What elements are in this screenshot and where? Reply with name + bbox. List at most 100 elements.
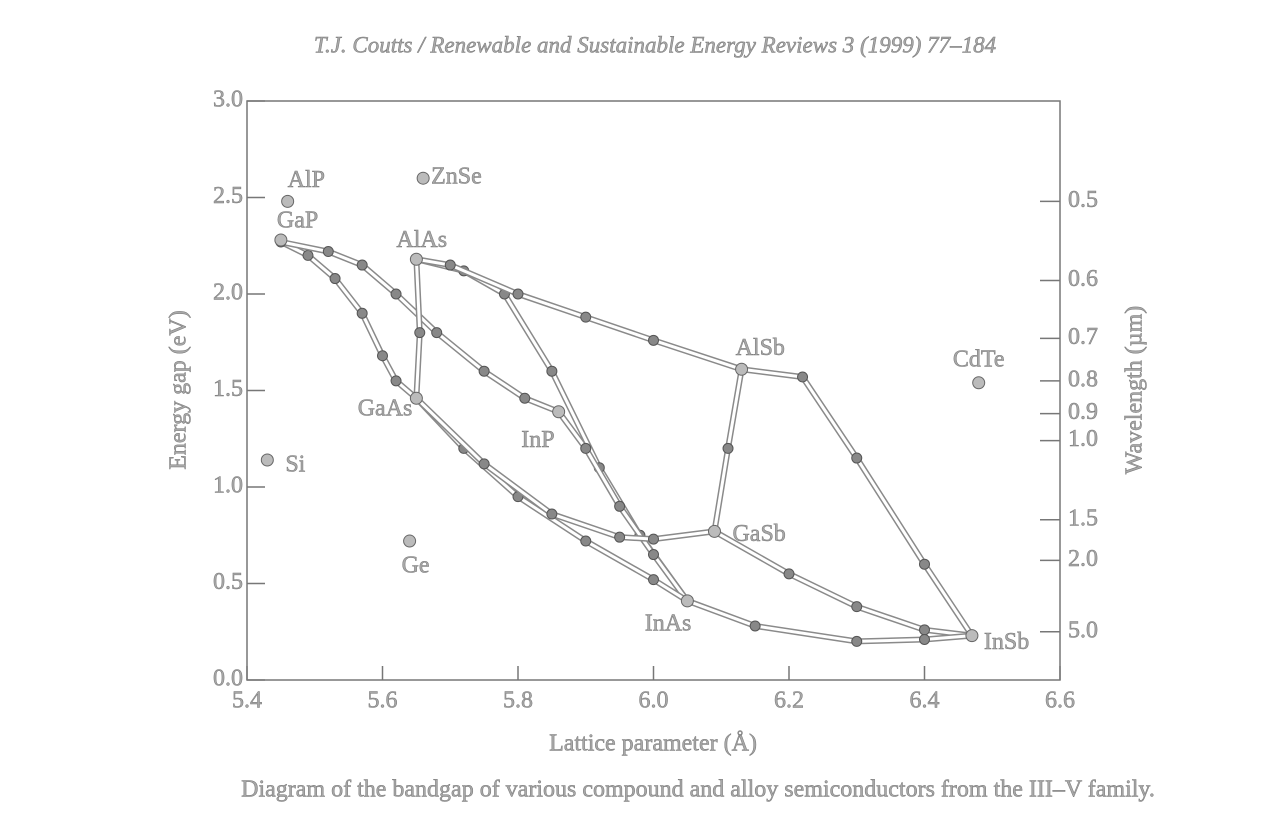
y-tick-label: 2.0 — [213, 280, 243, 306]
y2-tick-label: 0.6 — [1068, 266, 1098, 292]
compound-point — [735, 362, 749, 376]
y2-tick-label: 0.8 — [1068, 366, 1098, 392]
x-tick-label: 6.4 — [910, 688, 940, 714]
x-tick-label: 5.4 — [232, 688, 262, 714]
y-axis-label: Energy gap (eV) — [166, 310, 192, 470]
compound-point — [707, 524, 721, 538]
alloy-point — [648, 574, 659, 586]
alloy-point — [546, 508, 558, 520]
compound-label: Ge — [402, 553, 430, 579]
compound-point — [409, 252, 423, 266]
alloy-point — [546, 365, 558, 377]
y-tick-label: 3.0 — [213, 87, 243, 113]
compound-label: GaP — [277, 207, 318, 233]
alloy-point — [851, 452, 863, 464]
compound-label: Si — [285, 451, 305, 477]
alloy-point — [390, 375, 402, 387]
compound-label: AlAs — [396, 227, 447, 253]
alloy-point — [512, 288, 524, 300]
header: T.J. Coutts / Renewable and Sustainable … — [314, 32, 996, 57]
y2-tick-label: 5.0 — [1068, 617, 1098, 643]
alloy-point — [322, 246, 334, 258]
alloy-point — [648, 533, 659, 545]
alloy-point — [614, 531, 626, 543]
alloy-point — [302, 249, 314, 261]
alloy-curve — [686, 598, 973, 645]
alloy-curve-inner — [741, 367, 974, 637]
compound-point — [972, 376, 986, 390]
y2-tick-label: 2.0 — [1068, 546, 1098, 572]
compound-point — [552, 405, 566, 419]
compound-point — [416, 171, 430, 185]
alloy-point — [648, 549, 659, 561]
alloy-point — [356, 307, 368, 319]
compound-label: AlSb — [736, 335, 785, 361]
compound-point — [403, 534, 417, 548]
alloy-point — [580, 442, 592, 454]
alloy-point — [919, 633, 930, 645]
y-tick-label: 2.5 — [213, 183, 243, 209]
y-tick-label: 0.0 — [213, 666, 243, 692]
y-tick-label: 1.0 — [213, 473, 243, 499]
compound-point — [281, 194, 295, 208]
alloy-point — [783, 568, 795, 580]
compound-point — [680, 594, 694, 608]
alloy-point — [519, 392, 531, 404]
compound-point — [260, 453, 274, 467]
plot-frame — [246, 100, 1061, 681]
y-tick-label: 0.5 — [213, 569, 243, 595]
y2-tick-label: 1.5 — [1068, 505, 1098, 531]
compound-label: CdTe — [953, 346, 1005, 372]
alloy-curve-inner — [416, 257, 743, 371]
x-tick-label: 6.0 — [639, 688, 669, 714]
alloy-point — [851, 635, 863, 647]
alloy-point — [329, 273, 341, 285]
alloy-point — [478, 458, 490, 470]
y2-tick-label: 0.9 — [1068, 399, 1098, 425]
x-tick-label: 6.6 — [1045, 688, 1075, 714]
alloy-point — [478, 365, 490, 377]
compound-label: AlP — [288, 167, 325, 193]
alloy-point — [356, 259, 368, 271]
y2-tick-label: 0.7 — [1068, 324, 1098, 350]
y2-axis-label: Wavelength (µm) — [1122, 306, 1148, 475]
alloy-curve-inner — [415, 397, 715, 541]
alloy-point — [580, 311, 592, 323]
alloy-point — [919, 624, 930, 636]
alloy-curve — [741, 366, 975, 638]
compound-label: GaAs — [358, 396, 413, 422]
alloy-point — [614, 500, 626, 512]
x-tick-label: 5.8 — [503, 688, 533, 714]
alloy-point — [377, 350, 388, 362]
alloy-point — [851, 601, 863, 613]
compound-point — [965, 629, 979, 643]
alloy-point — [722, 442, 734, 454]
y-tick-label: 1.5 — [213, 376, 243, 402]
compound-label: InSb — [984, 629, 1029, 655]
alloy-curve — [279, 239, 419, 401]
alloy-curve-inner — [713, 530, 973, 638]
alloy-point — [580, 535, 592, 547]
alloy-point — [797, 371, 809, 383]
compound-point — [409, 391, 423, 405]
alloy-curve — [712, 528, 973, 639]
alloy-point — [919, 558, 930, 570]
alloy-point — [414, 327, 426, 339]
x-tick-label: 5.6 — [368, 688, 398, 714]
compound-label: GaSb — [732, 521, 785, 547]
alloy-point — [749, 620, 761, 632]
y2-tick-label: 0.5 — [1068, 187, 1098, 213]
x-tick-label: 6.2 — [774, 688, 804, 714]
compound-label: InAs — [645, 610, 692, 636]
y2-tick-label: 1.0 — [1068, 426, 1098, 452]
alloy-point — [390, 288, 402, 300]
alloy-point — [431, 327, 443, 339]
caption: Diagram of the bandgap of various compou… — [241, 777, 1155, 803]
compound-point — [274, 233, 288, 247]
compound-label: InP — [521, 427, 554, 453]
alloy-point — [648, 334, 659, 346]
alloy-point — [444, 259, 456, 271]
x-axis-label: Lattice parameter (Å) — [549, 731, 757, 757]
